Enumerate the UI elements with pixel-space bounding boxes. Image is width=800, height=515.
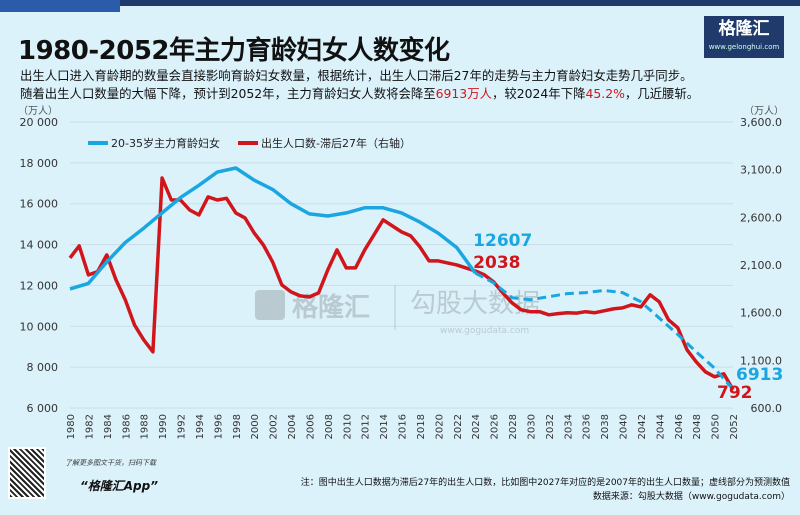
x-tick-label: 2004 xyxy=(287,414,298,439)
x-tick-label: 1996 xyxy=(213,414,224,439)
y-right-tick-label: 2,100.0 xyxy=(740,259,782,272)
legend: 20-35岁主力育龄妇女 出生人口数-滞后27年（右轴） xyxy=(88,136,411,150)
brand-logo: 格隆汇 www.gelonghui.com xyxy=(704,16,784,58)
footnote: 注：图中出生人口数据为滞后27年的出生人口数，比如图中2027年对应的是2007… xyxy=(270,476,790,504)
x-tick-label: 2048 xyxy=(692,414,703,439)
x-tick-label: 2032 xyxy=(545,414,556,439)
x-tick-label: 2052 xyxy=(729,414,740,439)
right-axis-unit: （万人） xyxy=(744,105,784,117)
x-tick-label: 1990 xyxy=(158,414,169,439)
legend-label: 出生人口数-滞后27年（右轴） xyxy=(261,136,411,150)
x-tick-label: 1994 xyxy=(195,414,206,439)
data-label: 2038 xyxy=(473,253,520,273)
y-left-tick-label: 20 000 xyxy=(20,116,59,129)
series-line-women-forecast xyxy=(474,271,735,391)
x-tick-label: 2028 xyxy=(508,414,519,439)
y-left-tick-label: 8 000 xyxy=(27,361,59,374)
legend-label: 20-35岁主力育龄妇女 xyxy=(111,136,220,150)
y-right-tick-label: 3,600.0 xyxy=(740,116,782,129)
y-right-tick-label: 1,100.0 xyxy=(740,354,782,367)
x-tick-label: 2038 xyxy=(600,414,611,439)
x-tick-label: 2036 xyxy=(582,414,593,439)
x-tick-label: 1992 xyxy=(177,414,188,439)
subtitle-text: ，几近腰斩。 xyxy=(624,86,700,101)
logo-url: www.gelonghui.com xyxy=(708,43,780,51)
x-tick-label: 2020 xyxy=(434,414,445,439)
x-tick-label: 2026 xyxy=(490,414,501,439)
y-left-tick-label: 10 000 xyxy=(20,320,59,333)
x-tick-label: 2016 xyxy=(398,414,409,439)
y-left-tick-label: 12 000 xyxy=(20,279,59,292)
x-tick-label: 2006 xyxy=(305,414,316,439)
y-left-tick-label: 16 000 xyxy=(20,198,59,211)
x-tick-label: 1982 xyxy=(84,414,95,439)
subtitle-text: 随着出生人口数量的大幅下降，预计到2052年，主力育龄妇女人数将会降至 xyxy=(20,86,436,101)
data-label: 6913 xyxy=(736,365,783,385)
note-line-1: 注：图中出生人口数据为滞后27年的出生人口数，比如图中2027年对应的是2007… xyxy=(300,478,790,488)
y-left-tick-label: 14 000 xyxy=(20,239,59,252)
left-axis-unit: （万人） xyxy=(18,105,58,117)
logo-text: 格隆汇 xyxy=(718,19,770,39)
app-name: “格隆汇App” xyxy=(80,479,158,493)
y-right-tick-label: 2,600.0 xyxy=(740,211,782,224)
watermark: 格隆汇 勾股大数据 www.gogudata.com xyxy=(255,285,540,336)
x-tick-label: 2000 xyxy=(250,414,261,439)
x-tick-label: 2010 xyxy=(342,414,353,439)
watermark-logo-icon xyxy=(255,290,285,320)
highlight-value: 6913万人 xyxy=(435,86,492,101)
subtitle-line-1: 出生人口进入育龄期的数量会直接影响育龄妇女数量，根据统计，出生人口滞后27年的走… xyxy=(20,68,693,83)
x-tick-label: 2042 xyxy=(637,414,648,439)
watermark-url: www.gogudata.com xyxy=(440,326,529,336)
x-tick-label: 2002 xyxy=(269,414,280,439)
x-tick-label: 2018 xyxy=(416,414,427,439)
y-right-tick-label: 3,100.0 xyxy=(740,164,782,177)
x-tick-label: 2024 xyxy=(471,414,482,439)
watermark-text: 勾股大数据 xyxy=(410,289,540,319)
qr-code[interactable] xyxy=(8,447,46,499)
data-label: 792 xyxy=(717,383,753,403)
y-right-tick-label: 600.0 xyxy=(751,402,783,415)
y-left-tick-label: 18 000 xyxy=(20,157,59,170)
chart-title: 1980-2052年主力育龄妇女人数变化 xyxy=(18,36,450,66)
y-right-tick-label: 1,600.0 xyxy=(740,307,782,320)
subtitle-line-2: 随着出生人口数量的大幅下降，预计到2052年，主力育龄妇女人数将会降至6913万… xyxy=(20,85,699,103)
x-tick-label: 2050 xyxy=(711,414,722,439)
x-tick-label: 2008 xyxy=(324,414,335,439)
series-line-birth-lagged xyxy=(68,176,735,391)
x-tick-label: 2012 xyxy=(361,414,372,439)
x-tick-label: 1980 xyxy=(66,414,77,439)
subtitle: 出生人口进入育龄期的数量会直接影响育龄妇女数量，根据统计，出生人口滞后27年的走… xyxy=(20,67,699,103)
x-tick-label: 1988 xyxy=(140,414,151,439)
x-tick-label: 2030 xyxy=(526,414,537,439)
x-tick-label: 2014 xyxy=(379,414,390,439)
x-tick-label: 2044 xyxy=(655,414,666,439)
x-tick-label: 1998 xyxy=(232,414,243,439)
x-tick-label: 2046 xyxy=(674,414,685,439)
top-accent xyxy=(0,0,120,12)
top-bar xyxy=(0,0,800,6)
note-source: 数据来源：勾股大数据（www.gogudata.com） xyxy=(592,492,790,502)
x-tick-label: 1984 xyxy=(103,414,114,439)
x-tick-label: 2040 xyxy=(619,414,630,439)
y-left-tick-label: 6 000 xyxy=(27,402,59,415)
qr-caption: 了解更多图文干货，扫码下载 xyxy=(65,459,156,467)
x-tick-label: 1986 xyxy=(121,414,132,439)
x-tick-label: 2022 xyxy=(453,414,464,439)
highlight-percent: 45.2% xyxy=(585,86,625,101)
x-tick-label: 2034 xyxy=(563,414,574,439)
data-label: 12607 xyxy=(473,231,532,251)
series-line-women-actual xyxy=(69,166,477,291)
subtitle-text: ，较2024年下降 xyxy=(491,86,586,101)
